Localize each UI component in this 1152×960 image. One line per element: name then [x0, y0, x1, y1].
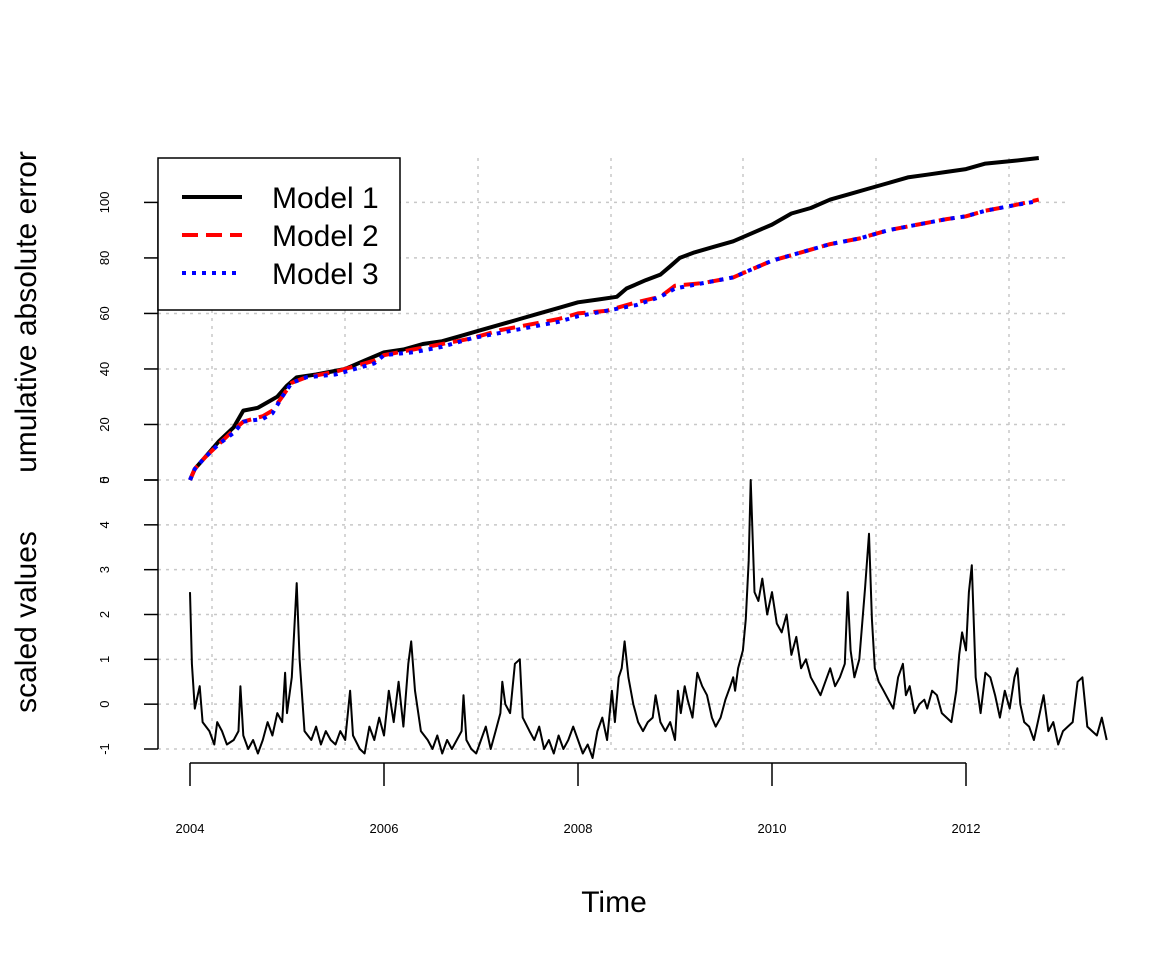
y-tick-label-top-2: 40 — [97, 362, 112, 376]
legend-label-model-1: Model 1 — [272, 182, 379, 215]
y-tick-label-top-0: 0 — [97, 476, 112, 483]
y-tick-label-top-5: 100 — [97, 192, 112, 214]
x-tick-label-3: 2010 — [758, 821, 787, 836]
y-tick-label-top-1: 20 — [97, 417, 112, 431]
legend-box — [157, 157, 401, 311]
y-tick-label-bottom-6: 5 — [97, 476, 112, 483]
y-axis-title-bottom: scaled values — [10, 531, 43, 713]
x-tick-label-4: 2012 — [952, 821, 981, 836]
y-tick-label-top-4: 80 — [97, 251, 112, 265]
y-tick-label-bottom-4: 3 — [97, 566, 112, 573]
series-group — [188, 156, 1108, 759]
series-line-model-3 — [188, 199, 1040, 481]
y-axis-title-top: umulative absolute error — [10, 151, 43, 473]
legend: Model 1 Model 2 Model 3 — [157, 157, 401, 311]
x-tick-label-0: 2004 — [176, 821, 205, 836]
legend-label-model-3: Model 3 — [272, 258, 379, 291]
y-tick-label-bottom-2: 1 — [97, 656, 112, 663]
series-line-model-1 — [188, 156, 1040, 481]
y-tick-label-bottom-3: 2 — [97, 611, 112, 618]
y-tick-label-bottom-0: -1 — [97, 743, 112, 755]
x-axis-title: Time — [581, 886, 647, 919]
x-tick-label-1: 2006 — [370, 821, 399, 836]
y-tick-label-bottom-5: 4 — [97, 521, 112, 528]
axes: 0 20 40 60 80 100 -1 0 1 2 3 4 5 2004 2006 2008 2010 2012 — [97, 192, 980, 836]
scaled-values-line — [189, 479, 1108, 759]
y-tick-label-bottom-1: 0 — [97, 701, 112, 708]
x-tick-label-2: 2008 — [564, 821, 593, 836]
y-tick-label-top-3: 60 — [97, 306, 112, 320]
legend-label-model-2: Model 2 — [272, 220, 379, 253]
